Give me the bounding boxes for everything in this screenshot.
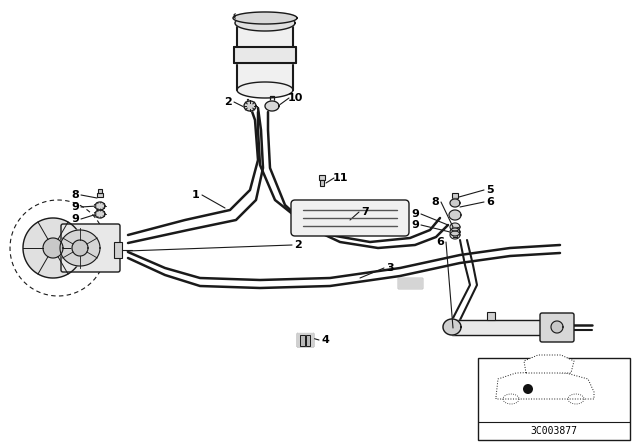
Text: 3: 3 bbox=[386, 263, 394, 273]
Text: 8: 8 bbox=[71, 190, 79, 200]
Text: 11: 11 bbox=[332, 173, 348, 183]
Text: 9: 9 bbox=[71, 214, 79, 224]
Text: 9: 9 bbox=[411, 209, 419, 219]
Text: 9: 9 bbox=[411, 220, 419, 230]
Bar bbox=[319, 175, 325, 180]
Polygon shape bbox=[524, 355, 574, 373]
Polygon shape bbox=[23, 218, 83, 278]
FancyBboxPatch shape bbox=[61, 224, 120, 272]
FancyBboxPatch shape bbox=[291, 200, 409, 236]
Polygon shape bbox=[60, 230, 100, 266]
Text: 6: 6 bbox=[436, 237, 444, 247]
Polygon shape bbox=[450, 199, 460, 207]
Bar bbox=[300, 335, 305, 346]
Polygon shape bbox=[398, 278, 422, 288]
Bar bbox=[453, 232, 457, 237]
Text: 5: 5 bbox=[486, 185, 494, 195]
Polygon shape bbox=[234, 47, 296, 63]
Polygon shape bbox=[297, 333, 313, 346]
Text: 2: 2 bbox=[224, 97, 232, 107]
Polygon shape bbox=[450, 228, 460, 236]
Bar bbox=[487, 312, 495, 320]
Bar bbox=[452, 193, 458, 198]
Bar bbox=[478, 358, 630, 440]
Text: 6: 6 bbox=[486, 197, 494, 207]
Polygon shape bbox=[237, 82, 293, 98]
Polygon shape bbox=[244, 101, 256, 111]
Text: 3C003877: 3C003877 bbox=[531, 426, 577, 436]
Polygon shape bbox=[496, 372, 594, 399]
Bar bbox=[97, 193, 103, 197]
Bar bbox=[452, 227, 458, 232]
Polygon shape bbox=[72, 240, 88, 256]
Text: 2: 2 bbox=[294, 240, 302, 250]
Text: 10: 10 bbox=[287, 93, 303, 103]
Polygon shape bbox=[443, 319, 461, 335]
Text: 7: 7 bbox=[361, 207, 369, 217]
Bar bbox=[114, 242, 122, 258]
Text: 4: 4 bbox=[321, 335, 329, 345]
Polygon shape bbox=[237, 23, 293, 90]
Polygon shape bbox=[233, 12, 297, 24]
Bar bbox=[98, 189, 102, 193]
Polygon shape bbox=[43, 238, 63, 258]
Polygon shape bbox=[450, 231, 460, 239]
Text: 8: 8 bbox=[431, 197, 439, 207]
FancyBboxPatch shape bbox=[540, 313, 574, 342]
Polygon shape bbox=[450, 223, 460, 231]
Polygon shape bbox=[95, 202, 105, 210]
Text: 9: 9 bbox=[71, 202, 79, 212]
Polygon shape bbox=[551, 321, 563, 333]
Polygon shape bbox=[452, 320, 552, 335]
Bar bbox=[320, 180, 324, 186]
Text: 1: 1 bbox=[192, 190, 200, 200]
Polygon shape bbox=[265, 101, 279, 111]
Bar bbox=[306, 335, 310, 346]
Polygon shape bbox=[235, 15, 295, 31]
Polygon shape bbox=[95, 210, 105, 218]
Bar bbox=[453, 198, 457, 203]
Polygon shape bbox=[449, 210, 461, 220]
Circle shape bbox=[523, 384, 533, 394]
